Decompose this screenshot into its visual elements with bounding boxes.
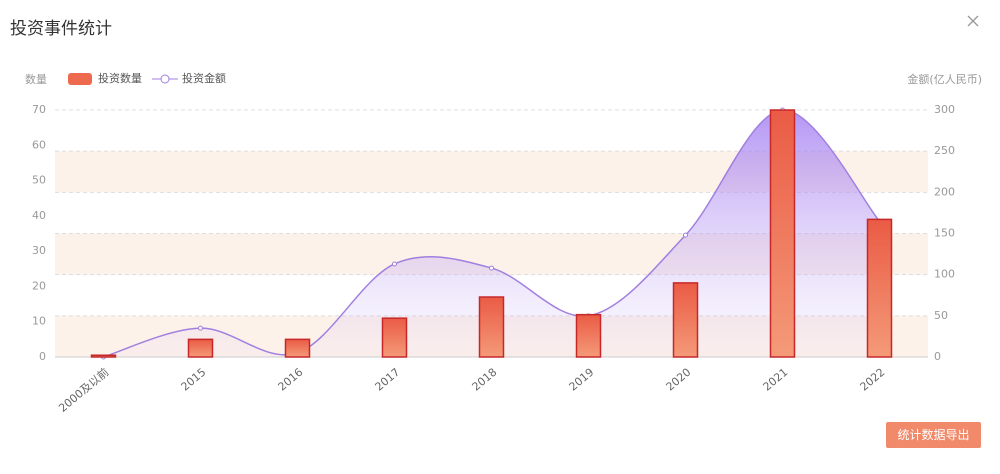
line-point <box>392 261 397 267</box>
x-tick-label: 2020 <box>664 366 694 394</box>
legend-label: 投资金额 <box>182 71 226 85</box>
y2-tick-label: 300 <box>934 103 955 116</box>
chart: 数量 金额(亿人民币) 0 50 100 150 200 250 300 0 10 20 30 40 5… <box>25 71 982 415</box>
bar <box>478 296 505 358</box>
line <box>103 109 881 358</box>
y-tick-label: 60 <box>32 138 46 151</box>
line-point <box>198 325 203 331</box>
y-tick-label: 40 <box>32 209 46 222</box>
y-tick-label: 0 <box>39 350 46 363</box>
y-tick-label: 30 <box>32 244 46 257</box>
close-button[interactable] <box>966 14 980 28</box>
x-tick-label: 2017 <box>373 366 403 394</box>
x-tick-label: 2022 <box>858 366 888 394</box>
x-tick-label: 2018 <box>470 366 500 394</box>
bar <box>769 109 796 358</box>
legend-label: 投资数量 <box>98 71 142 85</box>
bar <box>575 313 602 358</box>
x-tick-label: 2021 <box>761 366 791 394</box>
y-axis-label: 数量 <box>25 73 47 86</box>
y2-tick-label: 150 <box>934 227 955 240</box>
y2-tick-label: 50 <box>934 309 948 322</box>
y-tick-label: 20 <box>32 279 46 292</box>
x-tick-label: 2019 <box>567 366 597 394</box>
bar <box>90 354 117 358</box>
y2-tick-label: 0 <box>934 350 941 363</box>
legend-marker <box>68 73 92 85</box>
y2-axis-label: 金额(亿人民币) <box>907 72 982 86</box>
x-tick-label: 2015 <box>179 366 209 394</box>
y2-tick-label: 100 <box>934 268 955 281</box>
y2-tick-label: 200 <box>934 185 955 198</box>
bar <box>672 282 699 358</box>
bar <box>381 317 408 358</box>
legend-marker <box>160 74 170 84</box>
y-tick-label: 10 <box>32 315 46 328</box>
bar <box>866 218 893 358</box>
x-tick-label: 2016 <box>276 366 306 394</box>
line-point <box>489 265 494 271</box>
y-tick-label: 50 <box>32 174 46 187</box>
dialog-title: 投资事件统计 <box>10 19 112 39</box>
y2-tick-label: 250 <box>934 144 955 157</box>
export-button[interactable]: 统计数据导出 <box>886 422 981 448</box>
bar <box>284 338 311 358</box>
x-tick-label: 2000及以前 <box>56 365 112 415</box>
bar <box>187 338 214 358</box>
line-point <box>683 232 688 238</box>
y-tick-label: 70 <box>32 103 46 116</box>
